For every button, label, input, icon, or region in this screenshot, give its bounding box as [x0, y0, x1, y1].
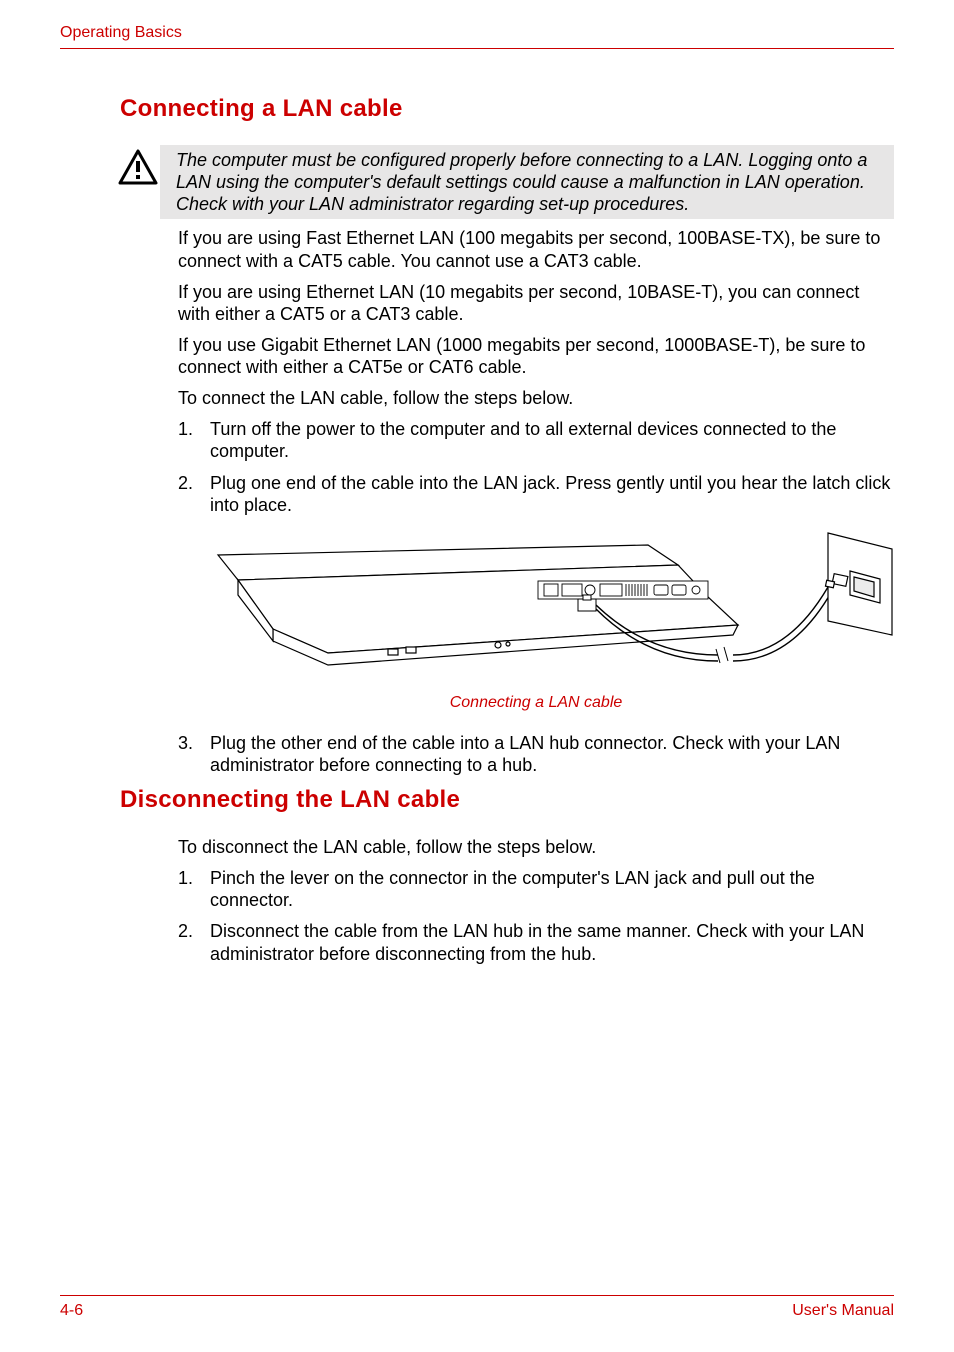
caution-block: The computer must be configured properly…: [118, 145, 894, 219]
body-paragraph: If you are using Ethernet LAN (10 megabi…: [178, 281, 894, 325]
list-text: Disconnect the cable from the LAN hub in…: [210, 920, 894, 964]
body-paragraph: To connect the LAN cable, follow the ste…: [178, 387, 894, 409]
ordered-list: 1. Pinch the lever on the connector in t…: [178, 867, 894, 965]
body-paragraph: If you are using Fast Ethernet LAN (100 …: [178, 227, 894, 271]
figure-lan-cable: [178, 525, 894, 690]
list-number: 3.: [178, 732, 210, 776]
section-heading-disconnecting: Disconnecting the LAN cable: [120, 786, 894, 814]
section1-body: If you are using Fast Ethernet LAN (100 …: [178, 227, 894, 515]
page-footer: 4-6 User's Manual: [60, 1295, 894, 1320]
figure-caption: Connecting a LAN cable: [178, 694, 894, 712]
list-item: 3. Plug the other end of the cable into …: [178, 732, 894, 776]
page-header: Operating Basics: [60, 24, 894, 49]
list-item: 1. Turn off the power to the computer an…: [178, 418, 894, 462]
section1-steps-after: 3. Plug the other end of the cable into …: [178, 732, 894, 776]
body-paragraph: If you use Gigabit Ethernet LAN (1000 me…: [178, 334, 894, 378]
list-text: Pinch the lever on the connector in the …: [210, 867, 894, 911]
list-number: 2.: [178, 920, 210, 964]
caution-text: The computer must be configured properly…: [160, 145, 894, 219]
section-heading-connecting: Connecting a LAN cable: [120, 95, 894, 123]
list-text: Turn off the power to the computer and t…: [210, 418, 894, 462]
list-item: 1. Pinch the lever on the connector in t…: [178, 867, 894, 911]
section2-body: To disconnect the LAN cable, follow the …: [178, 836, 894, 965]
ordered-list: 3. Plug the other end of the cable into …: [178, 732, 894, 776]
footer-rule: [60, 1295, 894, 1296]
header-rule: [60, 48, 894, 49]
page-number: 4-6: [60, 1302, 83, 1320]
list-text: Plug one end of the cable into the LAN j…: [210, 472, 894, 516]
body-paragraph: To disconnect the LAN cable, follow the …: [178, 836, 894, 858]
manual-title: User's Manual: [792, 1302, 894, 1320]
ordered-list: 1. Turn off the power to the computer an…: [178, 418, 894, 516]
chapter-title: Operating Basics: [60, 24, 894, 48]
caution-icon: [118, 145, 160, 190]
list-number: 2.: [178, 472, 210, 516]
list-number: 1.: [178, 418, 210, 462]
list-item: 2. Disconnect the cable from the LAN hub…: [178, 920, 894, 964]
list-item: 2. Plug one end of the cable into the LA…: [178, 472, 894, 516]
list-number: 1.: [178, 867, 210, 911]
list-text: Plug the other end of the cable into a L…: [210, 732, 894, 776]
